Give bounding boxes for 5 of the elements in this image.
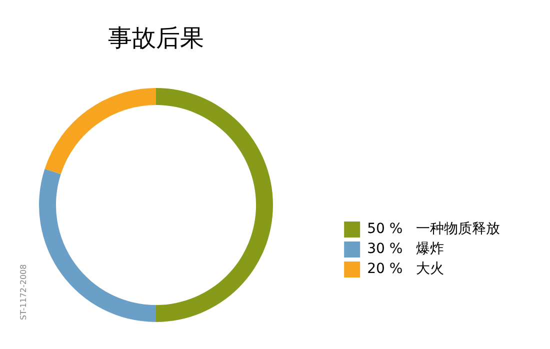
legend-label: 50 % 一种物质释放 (367, 221, 500, 238)
legend-label: 20 % 大火 (367, 261, 444, 278)
chart-title: 事故后果 (107, 23, 205, 54)
legend-label: 30 % 爆炸 (367, 241, 444, 258)
text: ST-1172-2008 (19, 264, 28, 320)
